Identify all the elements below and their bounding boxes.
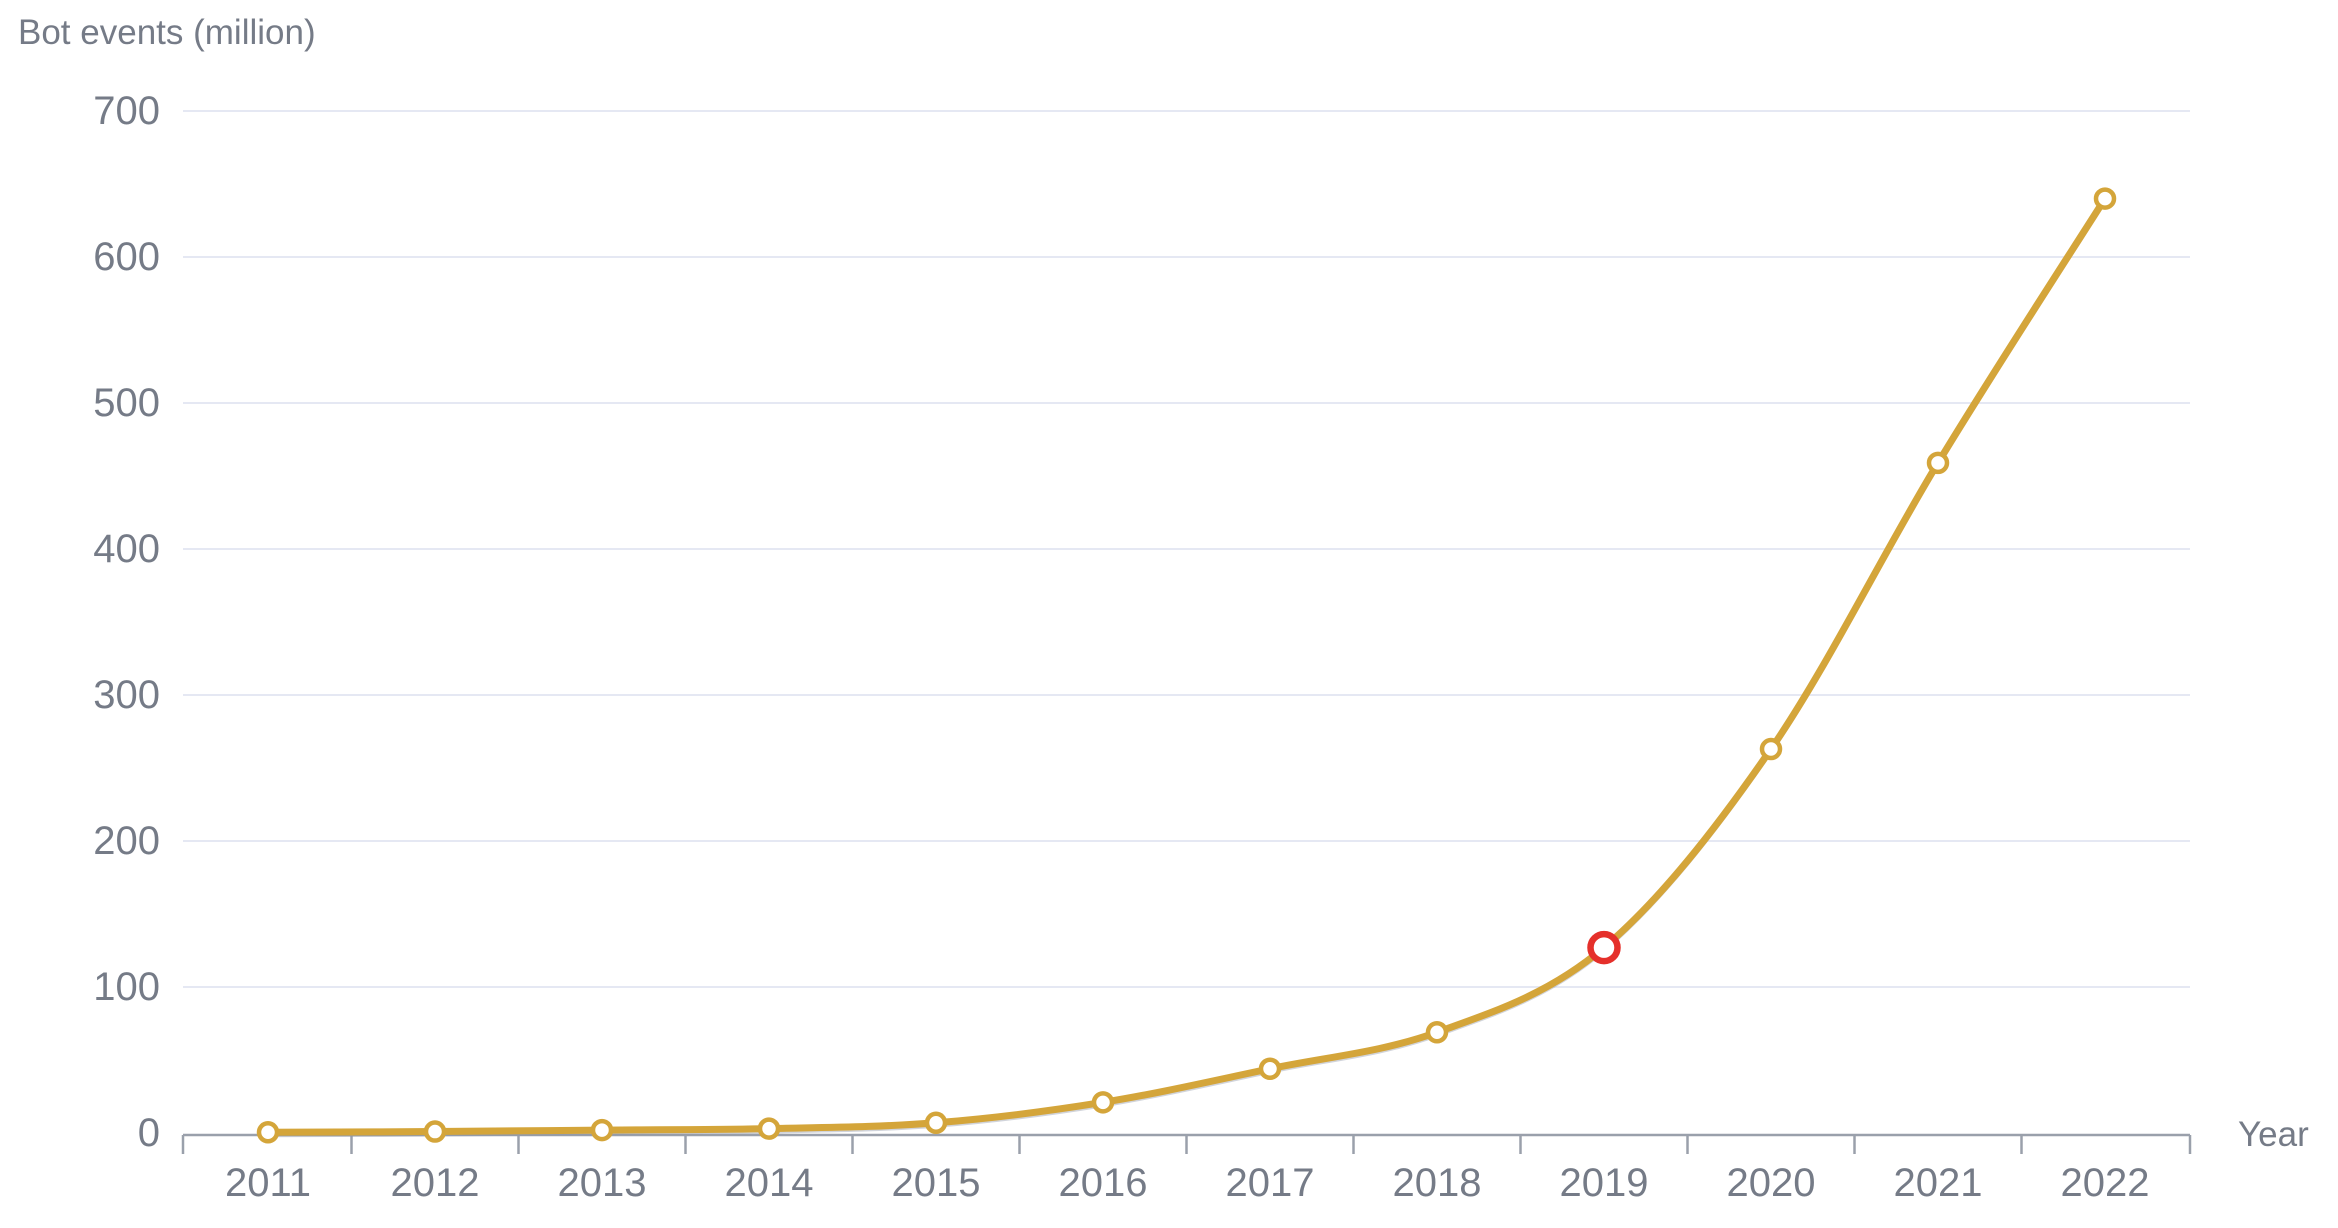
data-point-2013: [590, 1118, 614, 1142]
y-tick-label-600: 600: [93, 235, 160, 279]
data-point-2015: [924, 1111, 948, 1135]
data-point-2012: [423, 1120, 447, 1143]
x-tick-label-2012: 2012: [391, 1161, 480, 1205]
data-point-2016: [1091, 1091, 1115, 1114]
x-axis-title: Year: [2238, 1115, 2309, 1154]
y-tick-label-400: 400: [93, 527, 160, 571]
x-tick-label-2017: 2017: [1226, 1161, 1315, 1205]
series-line: [264, 195, 2109, 1136]
y-tick-label-200: 200: [93, 819, 160, 863]
y-tick-label-100: 100: [93, 965, 160, 1009]
x-tick-label-2011: 2011: [225, 1161, 311, 1205]
x-tick-label-2020: 2020: [1727, 1161, 1816, 1205]
highlight-ring-2019: [1587, 930, 1621, 965]
data-point-2020: [1759, 737, 1783, 761]
x-tick-label-2015: 2015: [892, 1161, 981, 1205]
x-tick-label-2018: 2018: [1393, 1161, 1482, 1205]
x-tick-label-2013: 2013: [558, 1161, 647, 1205]
y-axis-title: Bot events (million): [18, 13, 316, 52]
series-line-shadow: [266, 200, 2107, 1138]
data-point-2018: [1425, 1021, 1449, 1044]
x-tick-label-2014: 2014: [725, 1161, 814, 1205]
x-tick-label-2019: 2019: [1560, 1161, 1649, 1205]
y-tick-label-700: 700: [93, 89, 160, 133]
y-tick-label-0: 0: [138, 1111, 160, 1155]
data-point-2017: [1258, 1057, 1282, 1081]
data-point-2014: [757, 1117, 781, 1140]
x-tick-label-2021: 2021: [1894, 1161, 1983, 1205]
y-tick-label-300: 300: [93, 673, 160, 717]
data-point-2021: [1926, 451, 1950, 475]
x-tick-label-2016: 2016: [1059, 1161, 1148, 1205]
data-point-2011: [256, 1121, 280, 1144]
data-point-2022: [2093, 187, 2117, 210]
x-tick-label-2022: 2022: [2061, 1161, 2150, 1205]
y-tick-label-500: 500: [93, 381, 160, 425]
